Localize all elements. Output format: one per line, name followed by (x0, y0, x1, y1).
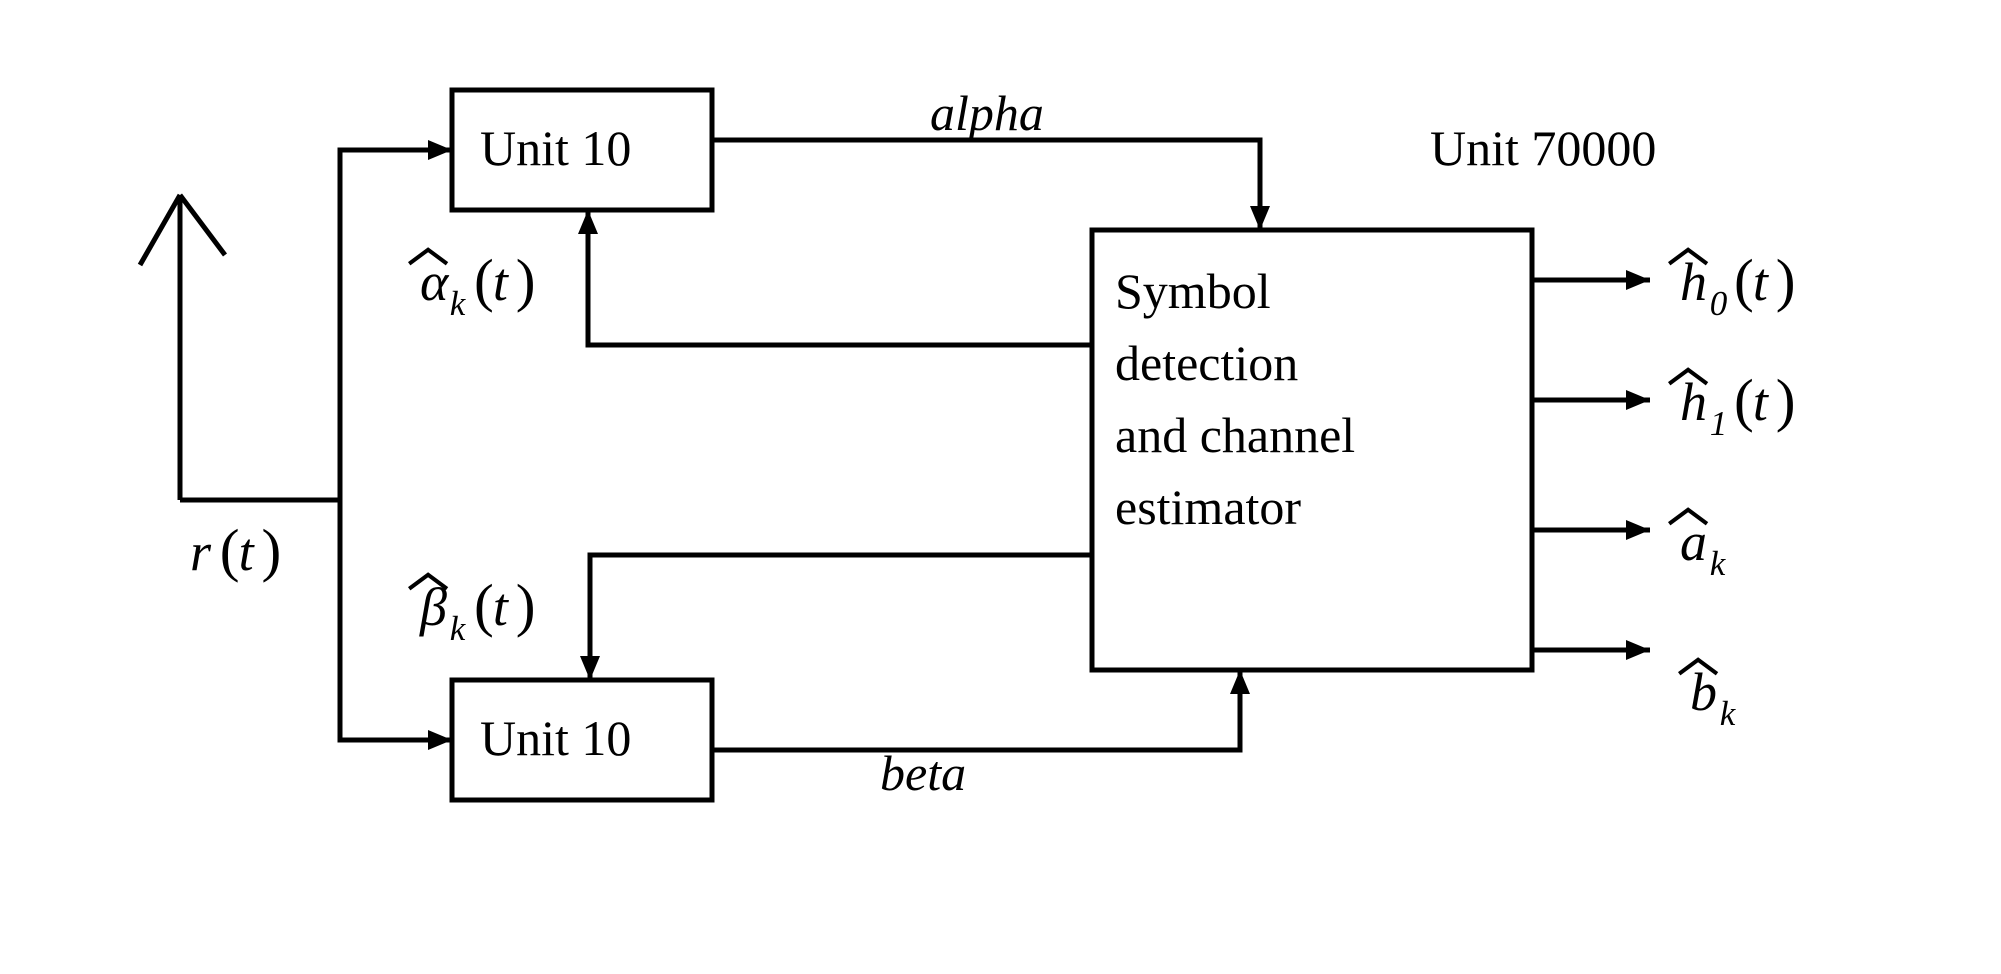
svg-text:t: t (1753, 372, 1770, 432)
svg-text:0: 0 (1710, 284, 1728, 323)
svg-text:k: k (450, 609, 467, 648)
svg-text:t: t (239, 522, 256, 582)
svg-text:k: k (1720, 694, 1737, 733)
svg-text:t: t (493, 252, 510, 312)
svg-text:Unit 10: Unit 10 (480, 710, 631, 766)
svg-text:Unit 10: Unit 10 (480, 120, 631, 176)
svg-text:beta: beta (880, 745, 966, 801)
svg-text:(: ( (474, 572, 494, 638)
svg-text:k: k (450, 284, 467, 323)
block-diagram: Unit 10 Unit 10 Symbol detection and channel… (0, 0, 2001, 974)
svg-text:estimator: estimator (1115, 479, 1301, 535)
svg-text:t: t (1753, 252, 1770, 312)
svg-text:r: r (190, 522, 212, 582)
svg-text:(: ( (1734, 247, 1754, 313)
svg-text:(: ( (474, 247, 494, 313)
svg-text:detection: detection (1115, 335, 1298, 391)
svg-text:1: 1 (1710, 404, 1728, 443)
svg-text:t: t (493, 577, 510, 637)
svg-text:): ) (516, 247, 536, 313)
svg-text:(: ( (220, 517, 240, 583)
svg-text:(: ( (1734, 367, 1754, 433)
svg-text:): ) (1776, 247, 1796, 313)
svg-text:alpha: alpha (930, 85, 1044, 141)
svg-text:): ) (516, 572, 536, 638)
svg-text:k: k (1710, 544, 1727, 583)
svg-text:Unit 70000: Unit 70000 (1430, 120, 1656, 176)
svg-text:and channel: and channel (1115, 407, 1355, 463)
svg-text:): ) (262, 517, 282, 583)
svg-text:Symbol: Symbol (1115, 263, 1271, 319)
svg-text:): ) (1776, 367, 1796, 433)
